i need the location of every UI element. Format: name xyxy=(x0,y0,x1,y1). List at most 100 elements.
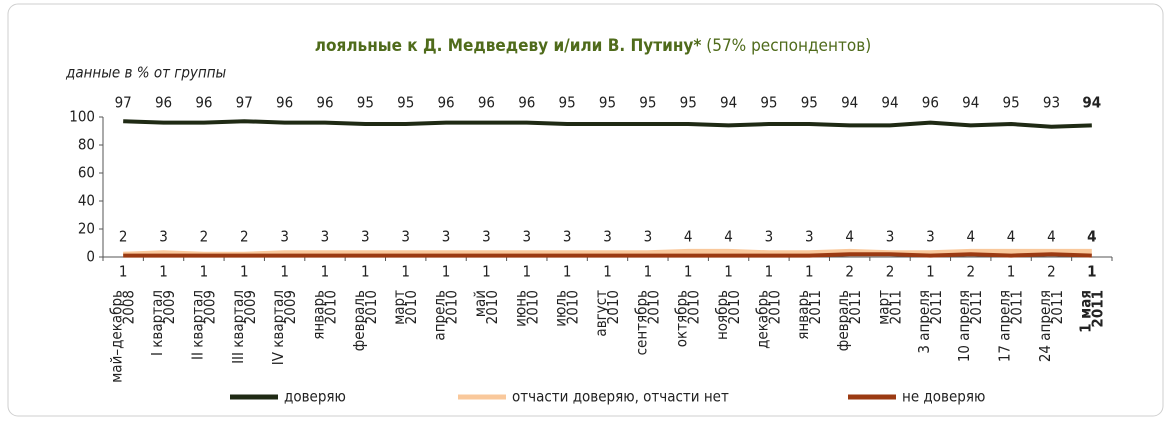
data-label: 1 xyxy=(563,263,572,281)
data-label: 3 xyxy=(401,228,410,246)
legend-label: не доверяю xyxy=(902,388,985,406)
data-label: 97 xyxy=(115,94,132,112)
data-label: 3 xyxy=(563,228,572,246)
legend-label: отчасти доверяю, отчасти нет xyxy=(512,388,729,406)
x-tick-label: октябрь xyxy=(673,290,691,347)
title-note: (57% респондентов) xyxy=(706,36,871,56)
data-label: 3 xyxy=(442,228,451,246)
x-tick-label: ноябрь xyxy=(713,290,731,340)
x-tick-label: 2010 xyxy=(483,290,501,324)
data-label: 1 xyxy=(159,263,168,281)
data-label: 1 xyxy=(1087,263,1096,281)
data-label: 2 xyxy=(845,263,854,281)
data-label: 3 xyxy=(321,228,330,246)
y-tick-label: 40 xyxy=(78,192,95,210)
x-tick-label: 2010 xyxy=(644,290,662,324)
x-tick-label: 2010 xyxy=(443,290,461,324)
x-tick-label: 2011 xyxy=(887,290,905,324)
data-label: 96 xyxy=(316,94,333,112)
x-tick-label: 10 апреля xyxy=(955,290,973,362)
data-label: 2 xyxy=(886,263,895,281)
x-tick-label: февраль xyxy=(834,290,852,351)
data-label: 2 xyxy=(119,228,128,246)
frame xyxy=(7,3,1164,417)
data-label: 4 xyxy=(1047,228,1056,246)
data-label: 1 xyxy=(684,263,693,281)
data-label: 95 xyxy=(599,94,616,112)
data-label: 4 xyxy=(1007,228,1016,246)
data-label: 95 xyxy=(397,94,414,112)
data-label: 2 xyxy=(200,228,209,246)
data-label: 95 xyxy=(559,94,576,112)
x-tick-label: 1 мая xyxy=(1076,290,1094,333)
data-label: 3 xyxy=(603,228,612,246)
data-label: 1 xyxy=(724,263,733,281)
x-tick-label: 2011 xyxy=(1088,290,1106,328)
x-tick-label: 2010 xyxy=(725,290,743,324)
data-label: 95 xyxy=(357,94,374,112)
data-label: 3 xyxy=(644,228,653,246)
y-tick-label: 60 xyxy=(78,164,95,182)
data-label: 94 xyxy=(962,94,979,112)
y-tick-label: 20 xyxy=(78,220,95,238)
x-tick-label: 2009 xyxy=(200,290,218,324)
chart-title-group: лояльные к Д. Медведеву и/или В. Путину*… xyxy=(315,36,871,56)
data-label: 95 xyxy=(760,94,777,112)
data-label: 94 xyxy=(1082,94,1101,112)
data-label: 1 xyxy=(644,263,653,281)
x-tick-label: май–декабрь xyxy=(108,290,126,383)
data-label: 2 xyxy=(966,263,975,281)
x-tick-label: февраль xyxy=(350,290,368,351)
x-tick-label: 2011 xyxy=(1008,290,1026,324)
x-tick-label: 17 апреля xyxy=(996,290,1014,362)
data-label: 1 xyxy=(765,263,774,281)
data-label: 93 xyxy=(1043,94,1060,112)
x-tick-label: I квартал xyxy=(148,290,166,356)
x-tick-label: 2009 xyxy=(281,290,299,324)
data-label: 1 xyxy=(442,263,451,281)
data-label: 95 xyxy=(801,94,818,112)
legend-label: доверяю xyxy=(284,388,346,406)
data-label: 96 xyxy=(155,94,172,112)
x-tick-label: 3 апреля xyxy=(915,290,933,354)
x-tick-label: декабрь xyxy=(753,290,771,349)
data-label: 96 xyxy=(195,94,212,112)
data-label: 1 xyxy=(361,263,370,281)
x-tick-label: 2010 xyxy=(362,290,380,324)
x-tick-label: 2010 xyxy=(321,290,339,324)
data-label: 4 xyxy=(845,228,854,246)
data-label: 3 xyxy=(159,228,168,246)
data-label: 95 xyxy=(639,94,656,112)
x-tick-label: IV квартал xyxy=(269,290,287,365)
data-label: 4 xyxy=(684,228,693,246)
x-tick-label: май xyxy=(471,290,489,317)
y-tick-label: 100 xyxy=(69,108,95,126)
data-label: 1 xyxy=(926,263,935,281)
x-tick-label: 2011 xyxy=(967,290,985,324)
x-tick-label: 2010 xyxy=(765,290,783,324)
data-label: 4 xyxy=(1087,228,1096,246)
data-label: 3 xyxy=(805,228,814,246)
x-tick-label: апрель xyxy=(431,290,449,341)
data-label: 3 xyxy=(361,228,370,246)
x-tick-label: 2010 xyxy=(523,290,541,324)
y-tick-label: 0 xyxy=(86,248,95,266)
x-tick-label: 2011 xyxy=(927,290,945,324)
data-label: 1 xyxy=(1007,263,1016,281)
data-label: 94 xyxy=(720,94,737,112)
data-label: 94 xyxy=(841,94,858,112)
x-tick-label: сентябрь xyxy=(632,290,650,355)
data-label: 1 xyxy=(240,263,249,281)
data-label: 97 xyxy=(236,94,253,112)
data-label: 2 xyxy=(1047,263,1056,281)
series-line xyxy=(123,252,1092,258)
x-tick-label: январь xyxy=(794,290,812,340)
data-label: 1 xyxy=(321,263,330,281)
data-label: 3 xyxy=(886,228,895,246)
data-label: 96 xyxy=(437,94,454,112)
chart-title: лояльные к Д. Медведеву и/или В. Путину* xyxy=(315,36,702,56)
x-tick-label: март xyxy=(875,290,893,325)
data-label: 95 xyxy=(1003,94,1020,112)
x-tick-label: июнь xyxy=(511,290,529,327)
